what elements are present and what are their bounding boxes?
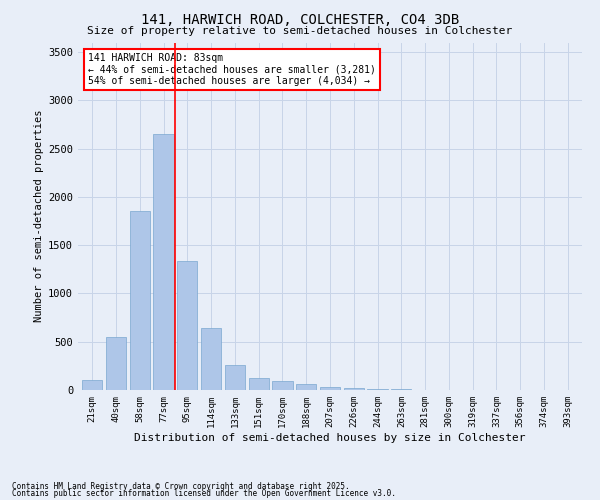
Bar [201,328,221,390]
X-axis label: Distribution of semi-detached houses by size in Colchester: Distribution of semi-detached houses by … [134,432,526,442]
Bar [106,338,126,390]
Text: 141 HARWICH ROAD: 83sqm
← 44% of semi-detached houses are smaller (3,281)
54% of: 141 HARWICH ROAD: 83sqm ← 44% of semi-de… [88,53,376,86]
Bar [177,260,197,390]
Text: Contains HM Land Registry data © Crown copyright and database right 2025.: Contains HM Land Registry data © Crown c… [12,482,350,491]
Text: Contains public sector information licensed under the Open Government Licence v3: Contains public sector information licen… [12,489,396,498]
Text: 141, HARWICH ROAD, COLCHESTER, CO4 3DB: 141, HARWICH ROAD, COLCHESTER, CO4 3DB [141,12,459,26]
Bar [82,380,103,390]
Bar [225,366,245,390]
Bar [344,388,364,390]
Bar [367,389,388,390]
Bar [130,212,150,390]
Bar [320,387,340,390]
Bar [154,134,173,390]
Y-axis label: Number of semi-detached properties: Number of semi-detached properties [34,110,44,322]
Text: Size of property relative to semi-detached houses in Colchester: Size of property relative to semi-detach… [88,26,512,36]
Bar [248,378,269,390]
Bar [272,382,293,390]
Bar [296,384,316,390]
